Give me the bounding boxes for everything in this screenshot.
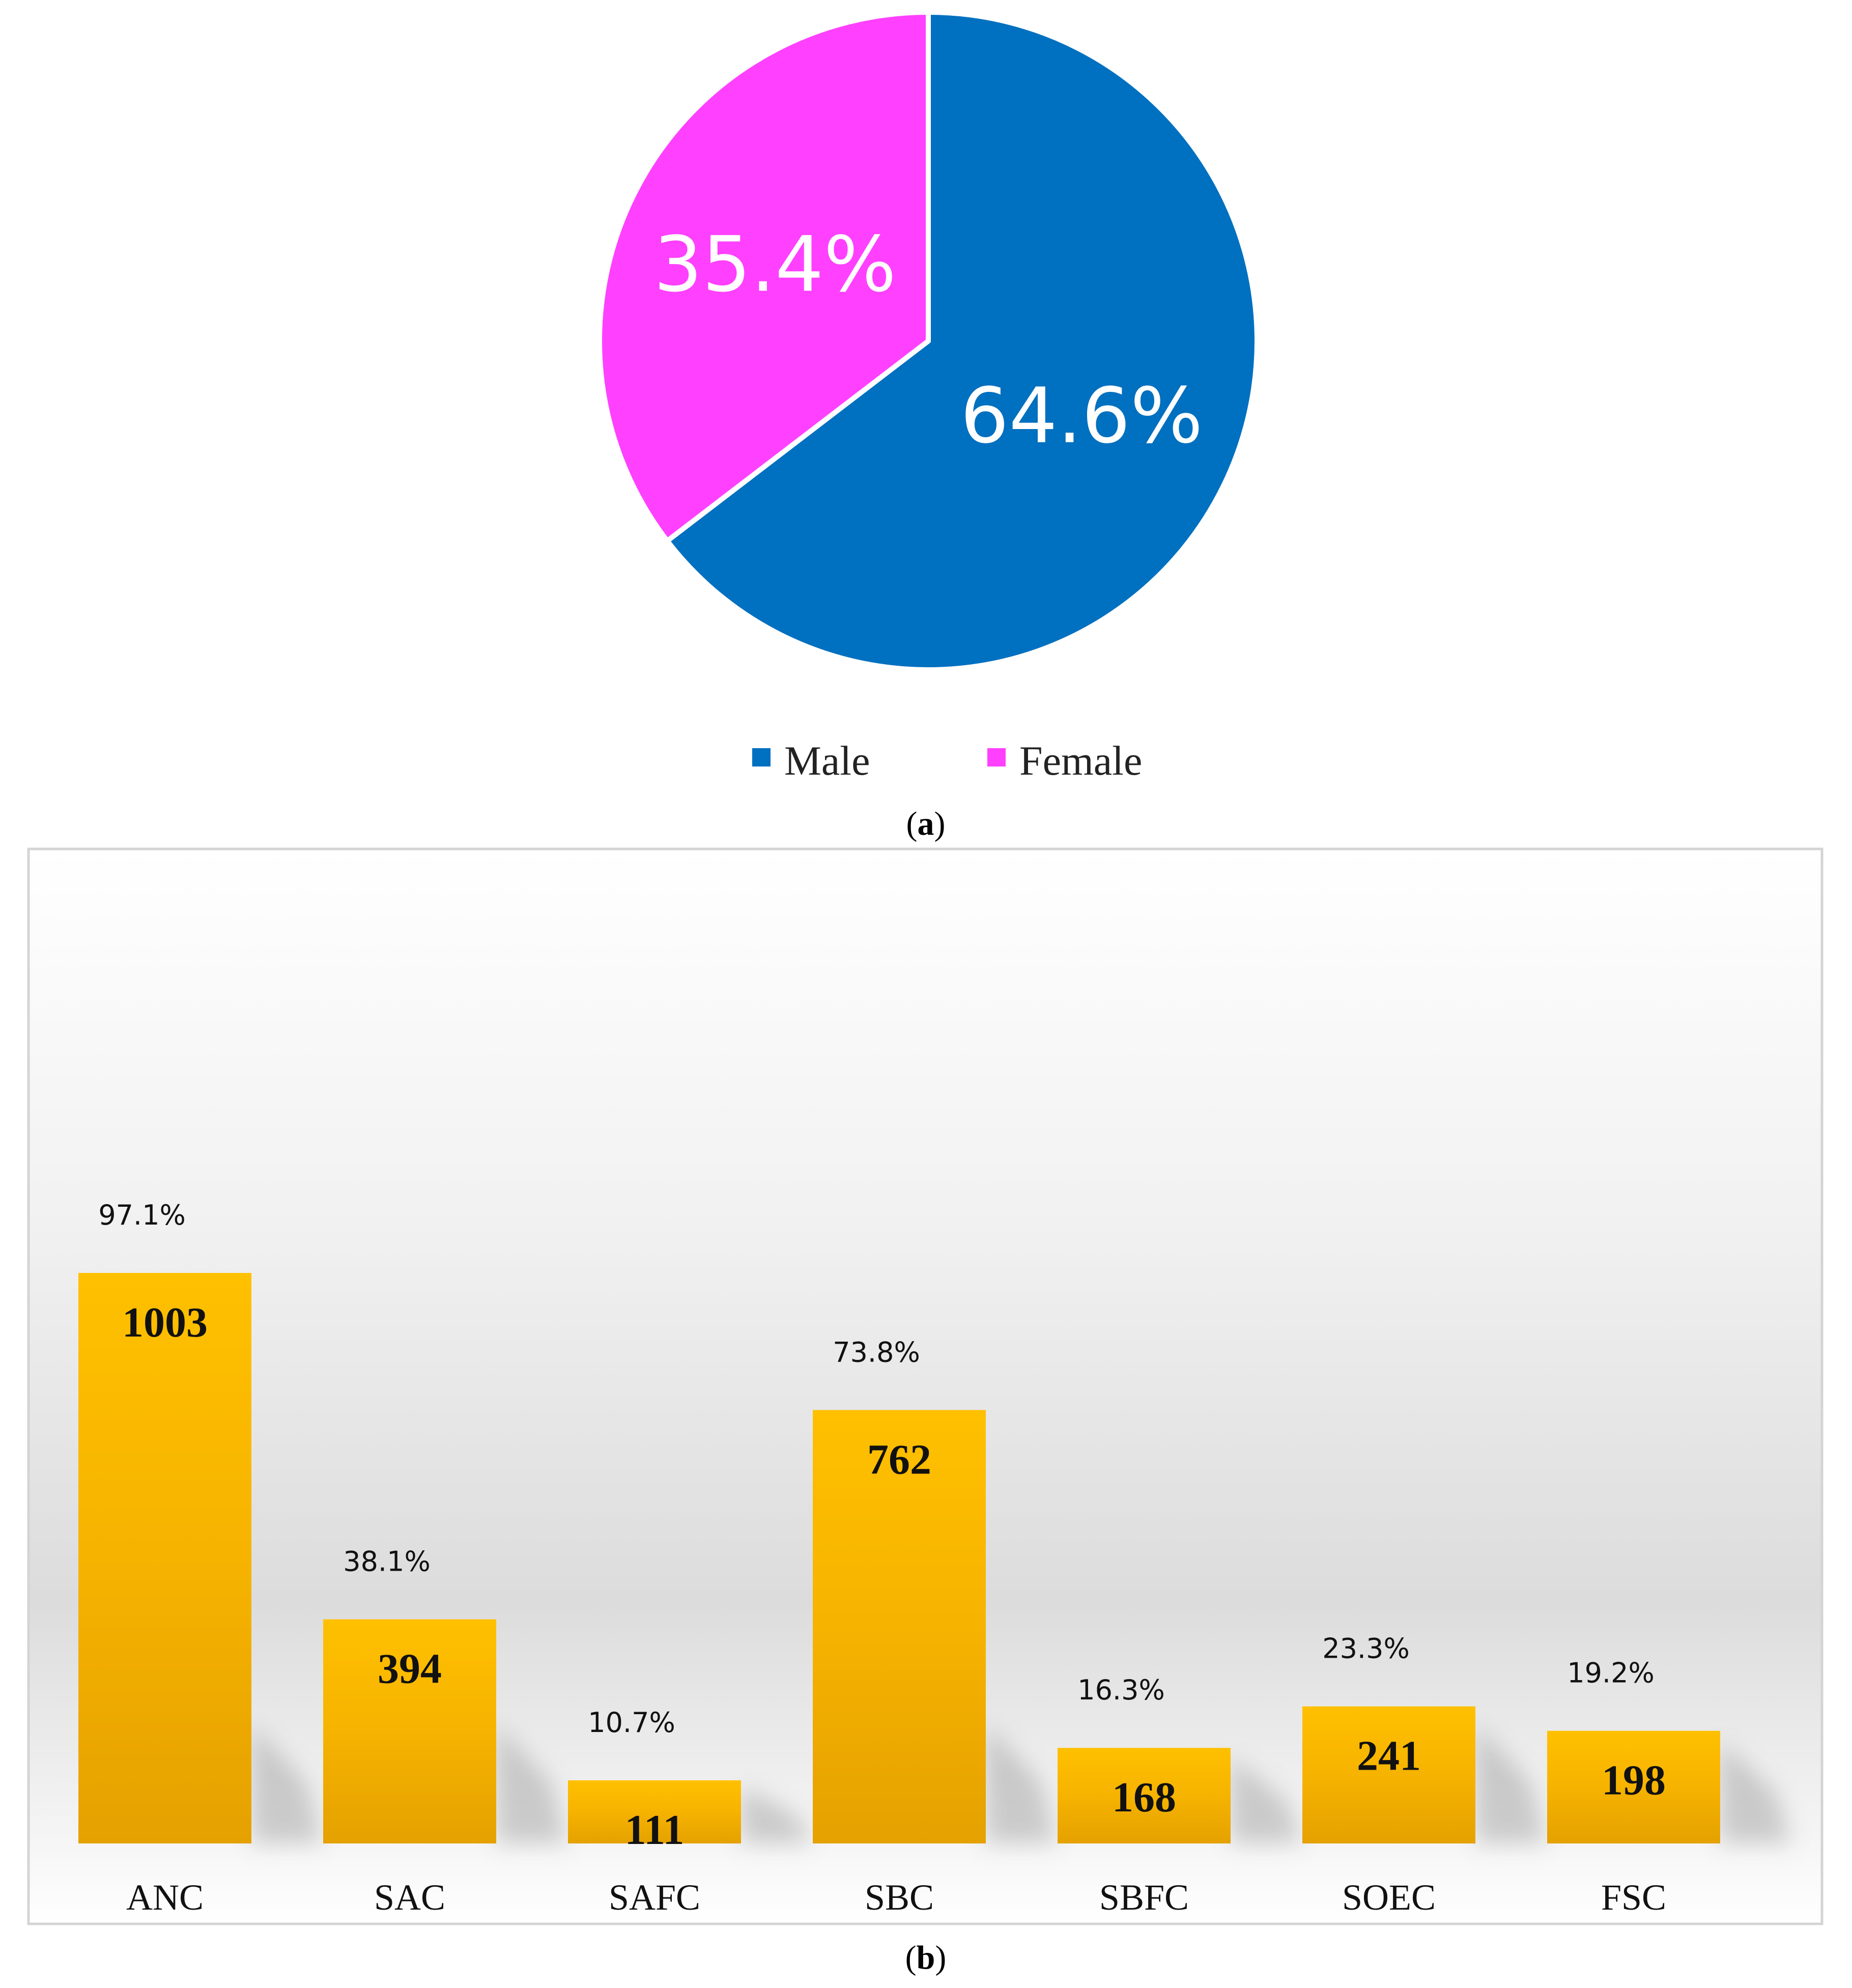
bar-fsc [1547,1730,1720,1843]
pie-slice-male [665,10,1260,672]
bar-value-label-sac: 394 [378,1645,442,1693]
bar-percent-label-sbc: 73.8% [833,1336,920,1368]
x-tick-label-safc: SAFC [609,1877,700,1918]
bar-percent-label-soec: 23.3% [1322,1633,1410,1665]
bar-anc [78,1273,251,1843]
panel-a-label: (a) [906,805,946,842]
legend-swatch-female [987,748,1006,766]
gender-pie-chart: 64.6% 35.4% [597,10,1260,672]
legend-label-male: Male [784,737,870,784]
bar-value-label-anc: 1003 [122,1299,208,1346]
bar-shadow-sbfc [1231,1757,1302,1843]
x-tick-label-soec: SOEC [1342,1877,1436,1918]
pie-data-label-female: 35.4% [654,220,897,309]
legend-swatch-male [752,748,771,766]
bar-value-label-fsc: 198 [1602,1757,1666,1804]
pie-slice-female [597,10,931,544]
bar-sbc [813,1410,986,1843]
bar-value-label-sbfc: 168 [1112,1774,1176,1821]
x-tick-label-fsc: FSC [1601,1877,1666,1918]
x-tick-label-sbfc: SBFC [1099,1877,1189,1918]
pie-legend: Male Female [752,737,1142,784]
bar-soec [1302,1706,1475,1843]
bar-shadow-soec [1475,1724,1547,1843]
panel-b-label: (b) [905,1939,947,1976]
x-tick-label-sbc: SBC [865,1877,934,1918]
legend-label-female: Female [1019,737,1142,784]
bar-sac [323,1619,496,1843]
bar-value-label-soec: 241 [1357,1733,1421,1780]
pie-data-label-male: 64.6% [960,372,1203,461]
bar-percent-label-sbfc: 16.3% [1077,1674,1165,1706]
bar-shadow-fsc [1720,1742,1791,1843]
bar-shadow-safc [741,1786,812,1843]
x-tick-label-anc: ANC [126,1877,204,1918]
bar-value-label-sbc: 762 [867,1436,931,1483]
x-tick-label-sac: SAC [374,1877,445,1918]
bar-shadow-sac [496,1724,567,1843]
category-bar-chart: 1003 97.1% ANC 394 38.1% SAC 111 10.7% SAFC 762 73… [27,847,1823,1925]
bar-percent-label-safc: 10.7% [588,1707,675,1739]
bar-percent-label-anc: 97.1% [98,1199,186,1231]
bar-sbfc [1058,1748,1231,1843]
bar-value-label-safc: 111 [625,1806,685,1854]
bar-shadow-anc [251,1724,323,1843]
bar-percent-label-fsc: 19.2% [1567,1657,1655,1689]
bar-percent-label-sac: 38.1% [343,1546,431,1578]
bar-shadow-sbc [986,1724,1057,1843]
bar-safc [568,1780,741,1843]
